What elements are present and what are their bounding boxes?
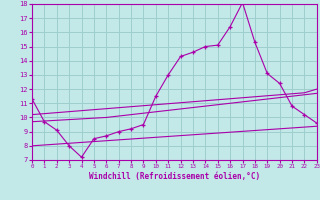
X-axis label: Windchill (Refroidissement éolien,°C): Windchill (Refroidissement éolien,°C) — [89, 172, 260, 181]
